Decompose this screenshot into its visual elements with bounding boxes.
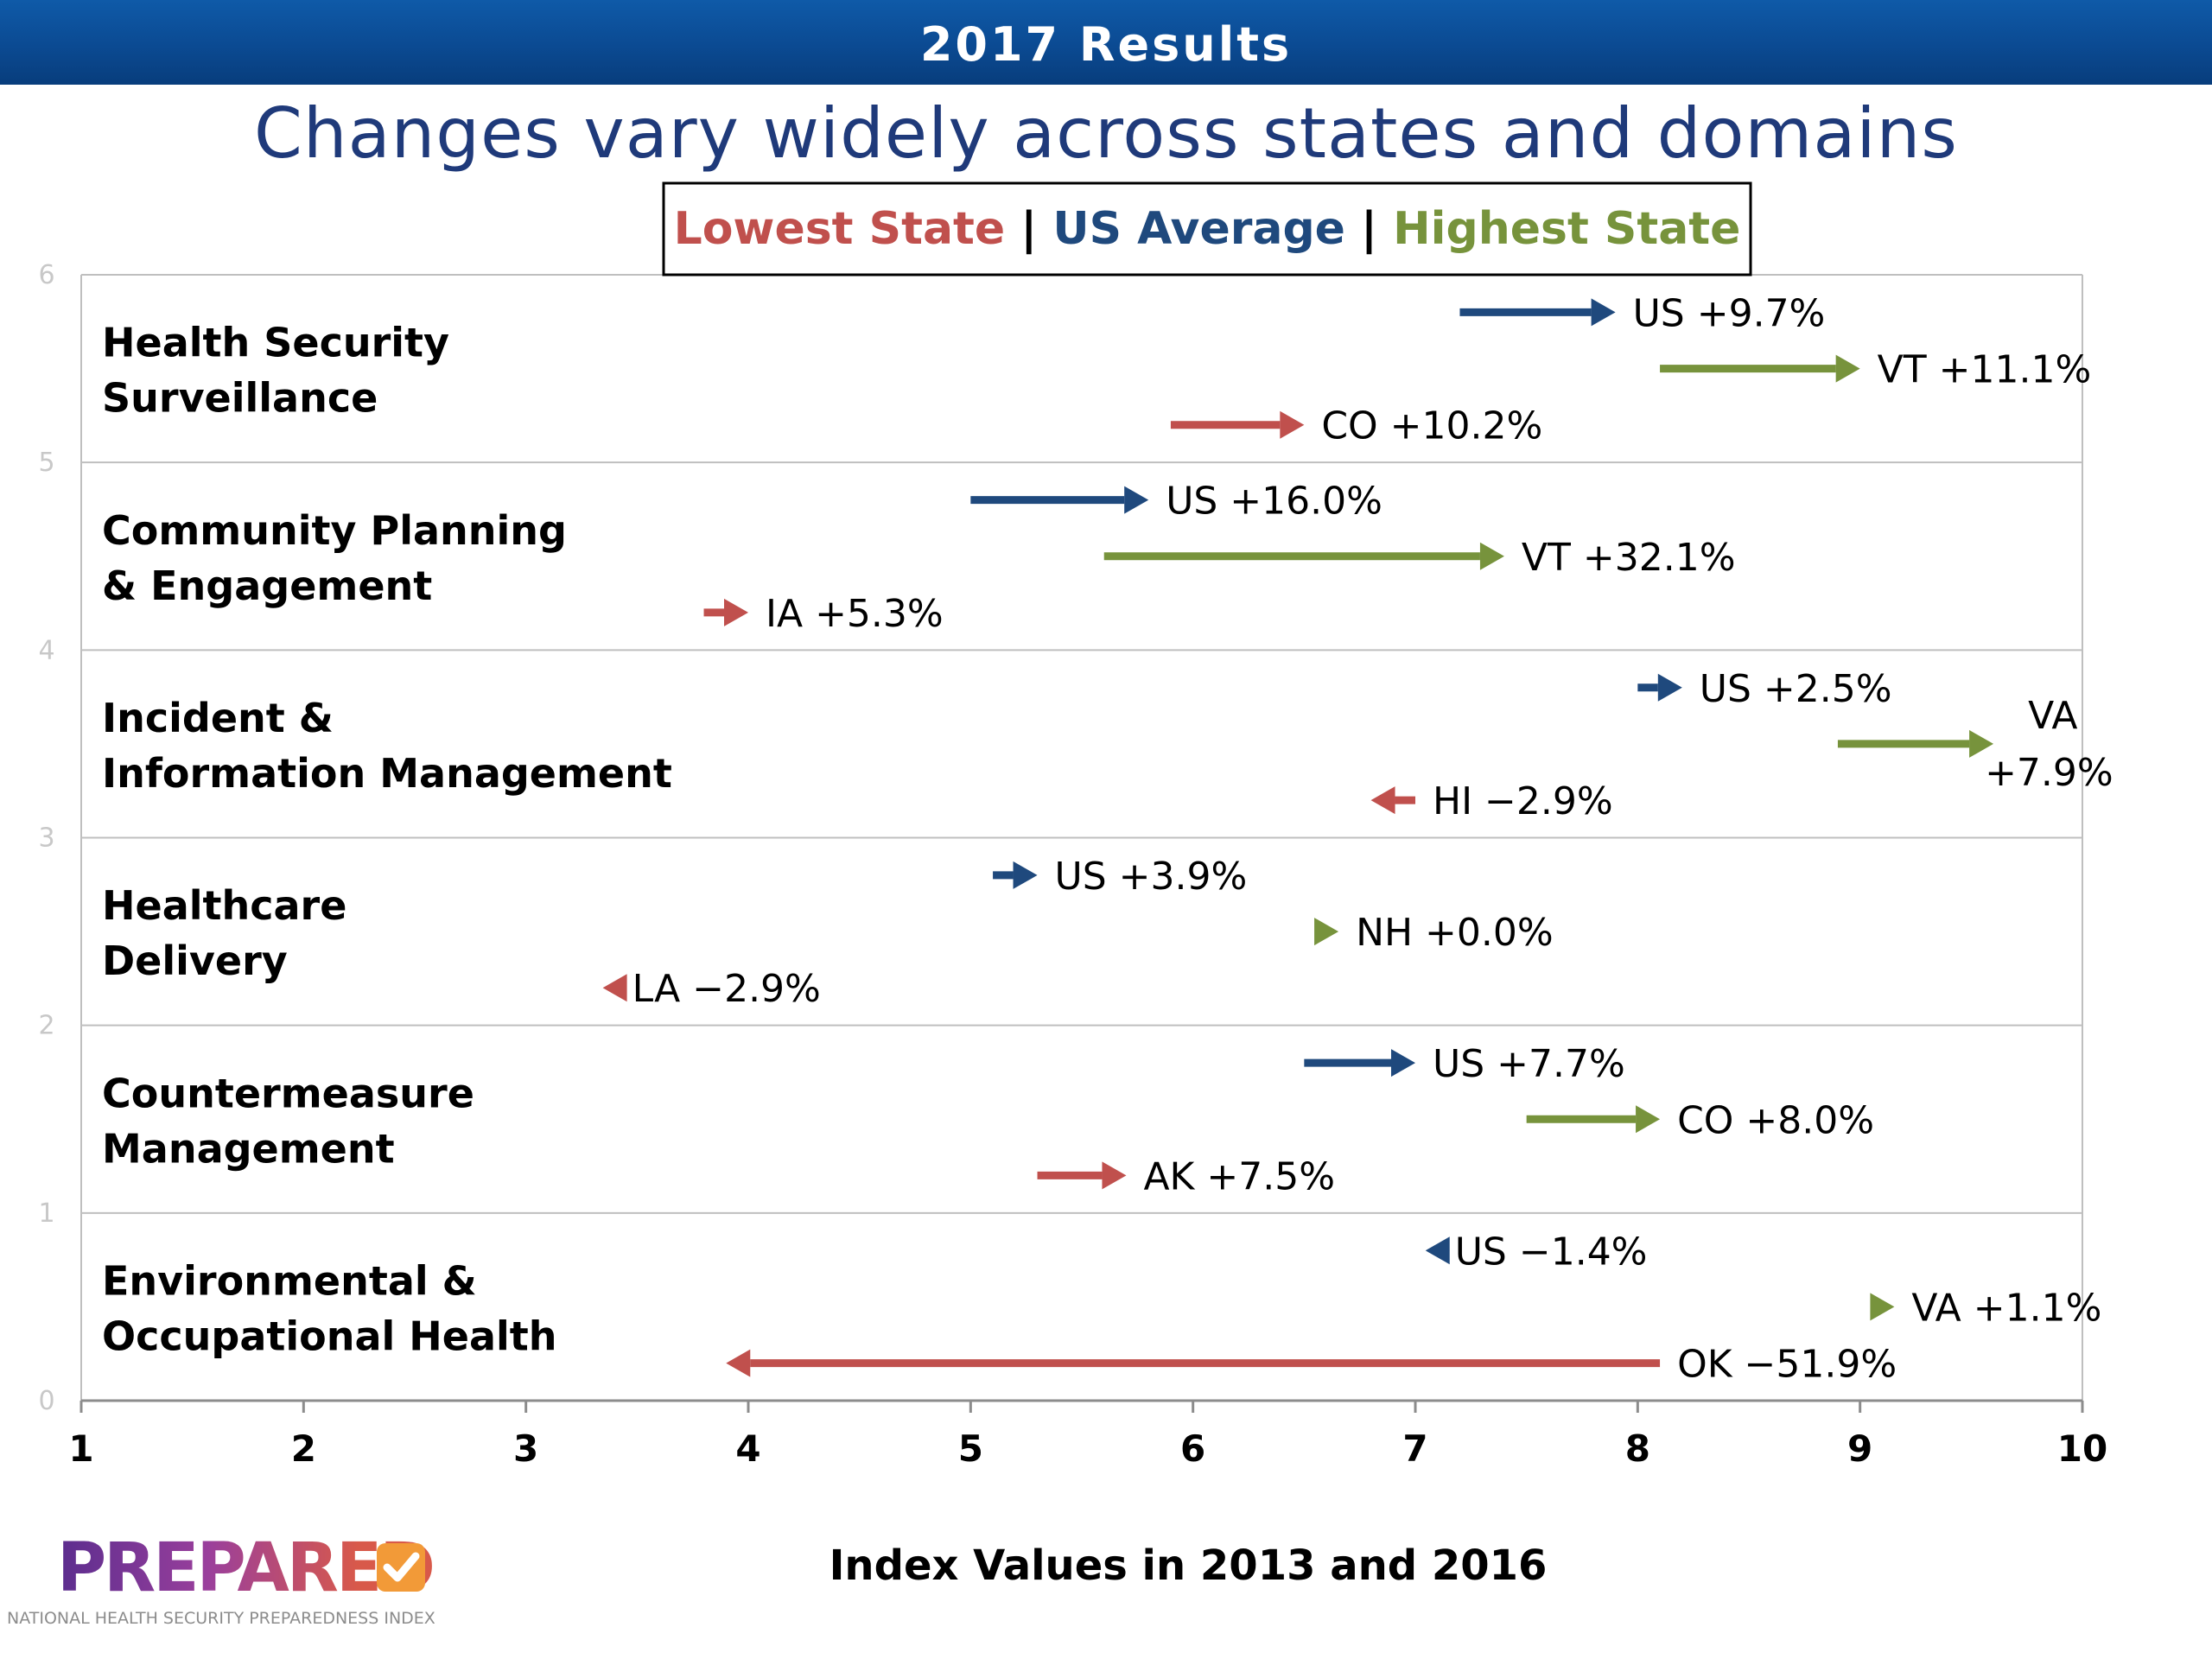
arrow-head-us [1124, 486, 1149, 514]
banner-title: 2017 Results [919, 16, 1293, 72]
legend-item: Highest State [1393, 203, 1740, 255]
data-label-us: US +2.5% [1700, 667, 1892, 711]
domain-group: Healthcare Delivery US +3.9% NH +0.0% LA −2.… [102, 855, 1554, 1011]
data-label-lowest: OK −51.9% [1677, 1343, 1897, 1387]
y-tick-label: 6 [38, 260, 54, 290]
data-label-highest: VT +32.1% [1522, 536, 1736, 580]
legend-box [662, 181, 1752, 276]
x-tick-label: 10 [2057, 1427, 2107, 1470]
domain-label: Environmental & Occupational Health [102, 1257, 557, 1359]
logo-wordmark: PREPARED [57, 1529, 435, 1607]
x-tick-label: 9 [1847, 1427, 1872, 1470]
legend-item: Lowest State [674, 203, 1006, 255]
arrow-head-highest [1479, 542, 1504, 570]
domain-group: Countermeasure Management US +7.7% CO +8.0%… [102, 1042, 1874, 1198]
arrow-head-highest [1314, 918, 1339, 946]
x-tick-label: 5 [958, 1427, 983, 1470]
arrow-head-lowest [726, 1349, 751, 1377]
arrow-head-us [1591, 298, 1616, 327]
data-label-lowest: CO +10.2% [1321, 404, 1542, 448]
y-tick-label: 2 [38, 1011, 54, 1041]
legend-separator: | [1345, 203, 1393, 255]
legend-separator: | [1005, 203, 1052, 255]
data-label-us: US +16.0% [1166, 480, 1382, 524]
data-label-us: US +7.7% [1433, 1042, 1625, 1086]
x-tick-label: 4 [735, 1427, 760, 1470]
data-label-us: US +3.9% [1055, 855, 1248, 899]
domain-label: Health Security Surveillance [102, 320, 449, 422]
domain-label: Incident & Information Management [102, 695, 672, 797]
domain-group: Incident & Information Management US +2.5%… [102, 667, 2113, 823]
data-label-us: US +9.7% [1633, 291, 1826, 335]
domain-group: Community Planning & Engagement US +16.0% V… [102, 480, 1736, 636]
y-tick-label: 4 [38, 635, 54, 665]
arrow-head-lowest [724, 598, 748, 626]
data-label-us: US −1.4% [1455, 1230, 1648, 1274]
prepared-logo: PREPARED NATIONAL HEALTH SECURITY PREPAR… [7, 1529, 491, 1633]
legend: Lowest State | US Average | Highest Stat… [662, 181, 1752, 276]
logo-subtitle: NATIONAL HEALTH SECURITY PREPAREDNESS IN… [7, 1609, 435, 1628]
arrow-head-highest [1969, 729, 1994, 758]
arrow-head-us [1425, 1236, 1450, 1265]
y-tick-label: 3 [38, 823, 54, 854]
domain-group: Environmental & Occupational Health US −1.… [102, 1230, 2101, 1386]
arrow-head-lowest [1102, 1161, 1127, 1190]
arrow-head-us [1391, 1049, 1415, 1077]
y-tick-label: 5 [38, 448, 54, 478]
legend-text: Lowest State | US Average | Highest Stat… [674, 203, 1741, 255]
arrow-head-highest [1835, 354, 1860, 383]
arrow-head-lowest [1280, 410, 1305, 439]
data-label-highest: VA +1.1% [1911, 1286, 2101, 1330]
data-label-lowest: AK +7.5% [1143, 1154, 1335, 1198]
x-tick-label: 8 [1625, 1427, 1650, 1470]
x-tick-label: 7 [1402, 1427, 1427, 1470]
y-tick-label: 0 [38, 1386, 54, 1416]
data-label-highest: VA +7.9% [1985, 694, 2113, 795]
domain-group: Health Security Surveillance US +9.7% VT +1… [102, 291, 2091, 448]
x-tick-label: 3 [513, 1427, 538, 1470]
legend-item: US Average [1052, 203, 1345, 255]
checkmark-icon [377, 1543, 425, 1592]
data-label-highest: NH +0.0% [1356, 911, 1554, 955]
domain-label: Countermeasure Management [102, 1070, 474, 1172]
data-label-highest: CO +8.0% [1677, 1098, 1874, 1142]
x-tick-label: 2 [291, 1427, 316, 1470]
x-tick-label: 6 [1180, 1427, 1205, 1470]
arrow-head-lowest [1370, 786, 1395, 815]
slide-headline: Changes vary widely across states and do… [254, 93, 1958, 174]
data-label-lowest: LA −2.9% [632, 967, 821, 1011]
arrow-head-lowest [602, 974, 627, 1002]
x-axis-label: Index Values in 2013 and 2016 [830, 1541, 1548, 1590]
arrow-head-us [1657, 673, 1682, 702]
top-banner: 2017 Results [0, 0, 2212, 85]
arrow-head-us [1013, 861, 1038, 889]
domain-label: Community Planning & Engagement [102, 507, 567, 609]
domain-label: Healthcare Delivery [102, 882, 346, 984]
data-label-highest: VT +11.1% [1878, 348, 2092, 392]
data-label-lowest: IA +5.3% [766, 592, 944, 636]
arrow-head-highest [1636, 1105, 1661, 1134]
y-tick-label: 1 [38, 1198, 54, 1229]
arrow-head-highest [1870, 1293, 1895, 1321]
x-tick-label: 1 [68, 1427, 93, 1470]
data-label-lowest: HI −2.9% [1433, 779, 1613, 823]
